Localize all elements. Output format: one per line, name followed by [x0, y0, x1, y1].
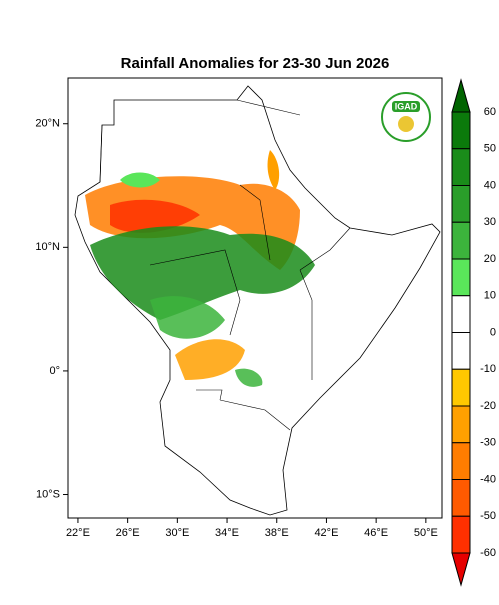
colorbar-box	[451, 442, 471, 480]
x-tick-label: 38°E	[265, 527, 289, 539]
colorbar-box	[451, 479, 471, 517]
logo-text: IGAD	[395, 101, 418, 111]
colorbar-box	[451, 368, 471, 407]
colorbar-box	[451, 405, 471, 444]
colorbar-label: 40	[484, 179, 496, 191]
x-tick-label: 34°E	[215, 527, 239, 539]
x-tick-label: 26°E	[116, 527, 140, 539]
colorbar-triangle	[451, 78, 471, 113]
x-tick-label: 50°E	[414, 527, 438, 539]
map-title: Rainfall Anomalies for 23-30 Jun 2026	[121, 55, 390, 72]
colorbar-box	[451, 295, 471, 333]
y-tick-label: 0°	[49, 365, 60, 377]
colorbar-label: 0	[490, 326, 496, 338]
colorbar-label: 20	[484, 253, 496, 265]
colorbar-label: 60	[484, 106, 496, 118]
colorbar-label: 10	[484, 290, 496, 302]
igad-logo: IGAD	[381, 92, 431, 142]
colorbar-label: 50	[484, 143, 496, 155]
x-tick-label: 42°E	[314, 527, 338, 539]
y-tick-label: 10°N	[35, 241, 60, 253]
colorbar-label: -50	[480, 510, 496, 522]
colorbar-box	[451, 515, 471, 554]
y-tick-label: 10°S	[36, 488, 60, 500]
x-tick-label: 46°E	[364, 527, 388, 539]
colorbar-label: -30	[480, 437, 496, 449]
colorbar-box	[451, 111, 471, 150]
colorbar-box	[451, 185, 471, 223]
colorbar-label: -40	[480, 473, 496, 485]
colorbar-box	[451, 148, 471, 186]
colorbar-box	[451, 332, 471, 370]
map-region	[74, 85, 441, 516]
colorbar-label: 30	[484, 216, 496, 228]
colorbar-label: -10	[480, 363, 496, 375]
colorbar-label: -20	[480, 400, 496, 412]
x-tick-label: 22°E	[66, 527, 90, 539]
colorbar-box	[451, 221, 471, 260]
colorbar-box	[451, 258, 471, 297]
colorbar-label: -60	[480, 547, 496, 559]
colorbar-triangle	[451, 552, 471, 587]
x-tick-label: 30°E	[165, 527, 189, 539]
y-tick-label: 20°N	[35, 118, 60, 130]
